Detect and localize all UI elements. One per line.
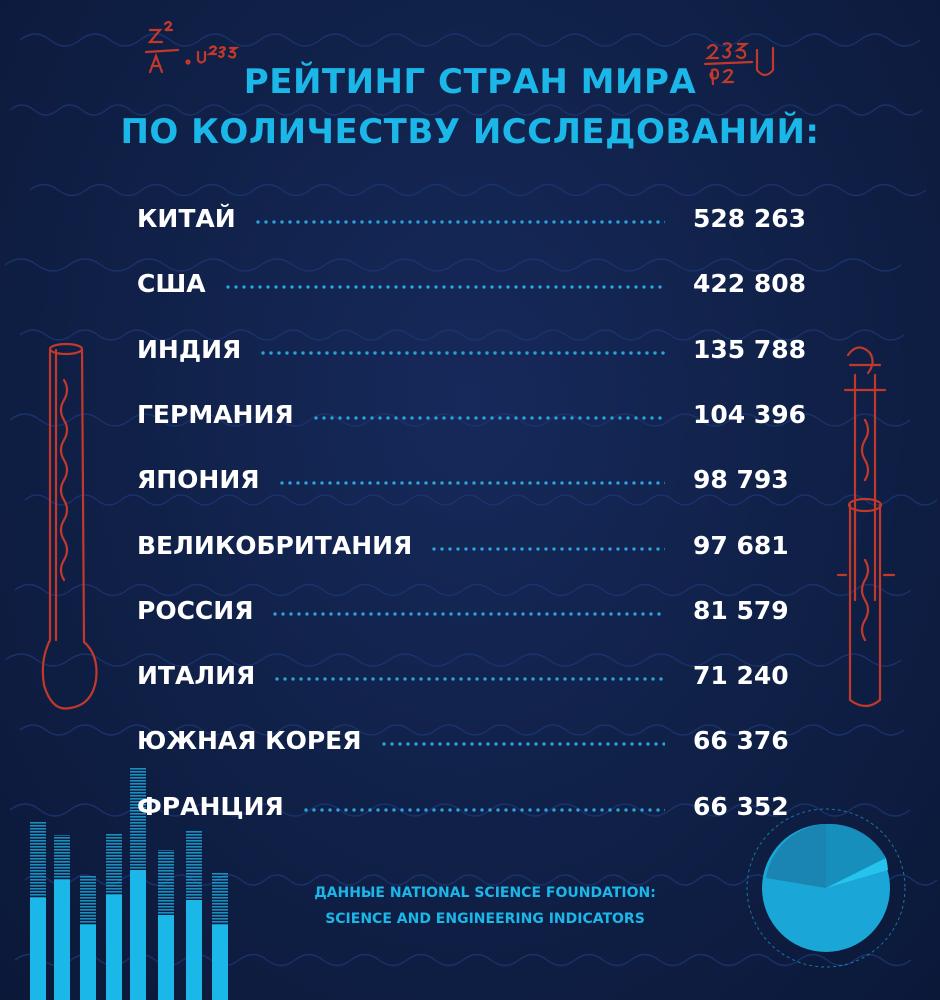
deco-bar-solid — [130, 870, 146, 1000]
deco-bar-solid — [186, 900, 202, 1000]
source-line-1: ДАННЫЕ NATIONAL SCIENCE FOUNDATION: — [314, 885, 656, 901]
table-row: ВЕЛИКОБРИТАНИЯ 97 681 — [137, 527, 817, 567]
dot-leader — [278, 481, 665, 486]
deco-bar-solid — [158, 915, 174, 1000]
table-row: РОССИЯ 81 579 — [137, 592, 817, 632]
research-count: 135 788 — [693, 334, 807, 364]
country-name: КИТАЙ — [137, 204, 236, 233]
deco-bar-stripes — [130, 768, 146, 870]
dot-leader — [430, 546, 665, 551]
country-name: ФРАНЦИЯ — [137, 791, 284, 821]
table-row: США 422 808 — [137, 265, 817, 305]
deco-bar-stripes — [54, 835, 70, 880]
country-name: ГЕРМАНИЯ — [137, 399, 294, 429]
test-tube-right-icon — [836, 346, 896, 708]
dot-leader — [302, 807, 665, 812]
research-count: 81 579 — [693, 595, 789, 625]
country-name: ЯПОНИЯ — [137, 465, 260, 495]
page-title: РЕЙТИНГ СТРАН МИРА — [243, 62, 697, 102]
country-name: ЮЖНАЯ КОРЕЯ — [137, 726, 362, 756]
deco-bar-stripes — [186, 830, 202, 900]
table-row: ЯПОНИЯ 98 793 — [137, 461, 817, 501]
table-row: КИТАЙ 528 263 — [137, 200, 817, 240]
research-count: 66 352 — [693, 791, 789, 821]
formula-right-icon — [703, 42, 775, 86]
deco-bar-stripes — [80, 875, 96, 925]
research-count: 66 376 — [693, 726, 789, 756]
table-row: ФРАНЦИЯ 66 352 — [137, 788, 817, 828]
dot-leader — [273, 677, 665, 682]
test-tube-left-icon — [41, 342, 98, 710]
country-name: ИНДИЯ — [137, 334, 242, 364]
country-name: ВЕЛИКОБРИТАНИЯ — [137, 530, 413, 560]
dot-leader — [259, 350, 665, 355]
dot-leader — [224, 285, 665, 290]
research-count: 98 793 — [693, 465, 789, 495]
deco-bar-stripes — [212, 872, 228, 925]
research-count: 422 808 — [693, 269, 807, 299]
research-count: 97 681 — [693, 530, 789, 560]
deco-bar-solid — [212, 925, 228, 1000]
deco-bar-stripes — [30, 822, 46, 898]
deco-bar-stripes — [158, 850, 174, 915]
table-row: ЮЖНАЯ КОРЕЯ 66 376 — [137, 722, 817, 762]
country-name: ИТАЛИЯ — [137, 661, 256, 691]
table-row: ГЕРМАНИЯ 104 396 — [137, 396, 817, 436]
deco-bar-solid — [30, 898, 46, 1000]
research-count: 104 396 — [693, 399, 807, 429]
dot-leader — [271, 611, 665, 616]
research-count: 71 240 — [693, 661, 789, 691]
source-line-2: SCIENCE AND ENGINEERING INDICATORS — [325, 911, 645, 927]
dot-leader — [312, 415, 665, 420]
page-subtitle: ПО КОЛИЧЕСТВУ ИССЛЕДОВАНИЙ: — [120, 112, 820, 152]
country-name: США — [137, 269, 206, 299]
dot-leader — [254, 220, 665, 224]
deco-bar-solid — [54, 880, 70, 1000]
table-row: ИНДИЯ 135 788 — [137, 331, 817, 371]
country-name: РОССИЯ — [137, 595, 254, 625]
deco-bar-stripes — [106, 833, 122, 895]
formula-left-icon — [144, 20, 240, 74]
table-row: ИТАЛИЯ 71 240 — [137, 657, 817, 697]
deco-bar-solid — [106, 895, 122, 1000]
deco-bar-solid — [80, 925, 96, 1000]
dot-leader — [380, 742, 665, 747]
research-count: 528 263 — [693, 204, 807, 233]
